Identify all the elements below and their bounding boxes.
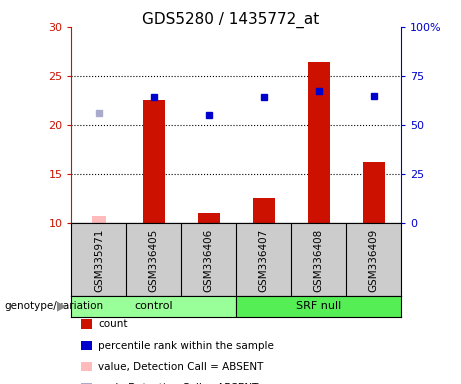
Text: value, Detection Call = ABSENT: value, Detection Call = ABSENT: [98, 362, 264, 372]
Text: percentile rank within the sample: percentile rank within the sample: [98, 341, 274, 351]
Bar: [198, 213, 220, 223]
Text: count: count: [98, 319, 128, 329]
Bar: [71, 296, 236, 317]
Text: GSM336405: GSM336405: [149, 228, 159, 292]
Bar: [363, 162, 384, 223]
Bar: [143, 100, 165, 223]
Text: GSM336408: GSM336408: [313, 228, 324, 292]
Bar: [236, 296, 401, 317]
Text: GSM335971: GSM335971: [94, 228, 104, 292]
Bar: [307, 62, 330, 223]
Text: ▶: ▶: [57, 300, 67, 313]
Text: GSM336407: GSM336407: [259, 228, 269, 292]
Text: control: control: [135, 301, 173, 311]
Text: GSM336406: GSM336406: [204, 228, 214, 292]
Text: rank, Detection Call = ABSENT: rank, Detection Call = ABSENT: [98, 383, 259, 384]
Text: GDS5280 / 1435772_at: GDS5280 / 1435772_at: [142, 12, 319, 28]
Bar: [253, 198, 275, 223]
Bar: [92, 216, 106, 223]
Text: GSM336409: GSM336409: [369, 228, 378, 292]
Text: genotype/variation: genotype/variation: [5, 301, 104, 311]
Text: SRF null: SRF null: [296, 301, 341, 311]
